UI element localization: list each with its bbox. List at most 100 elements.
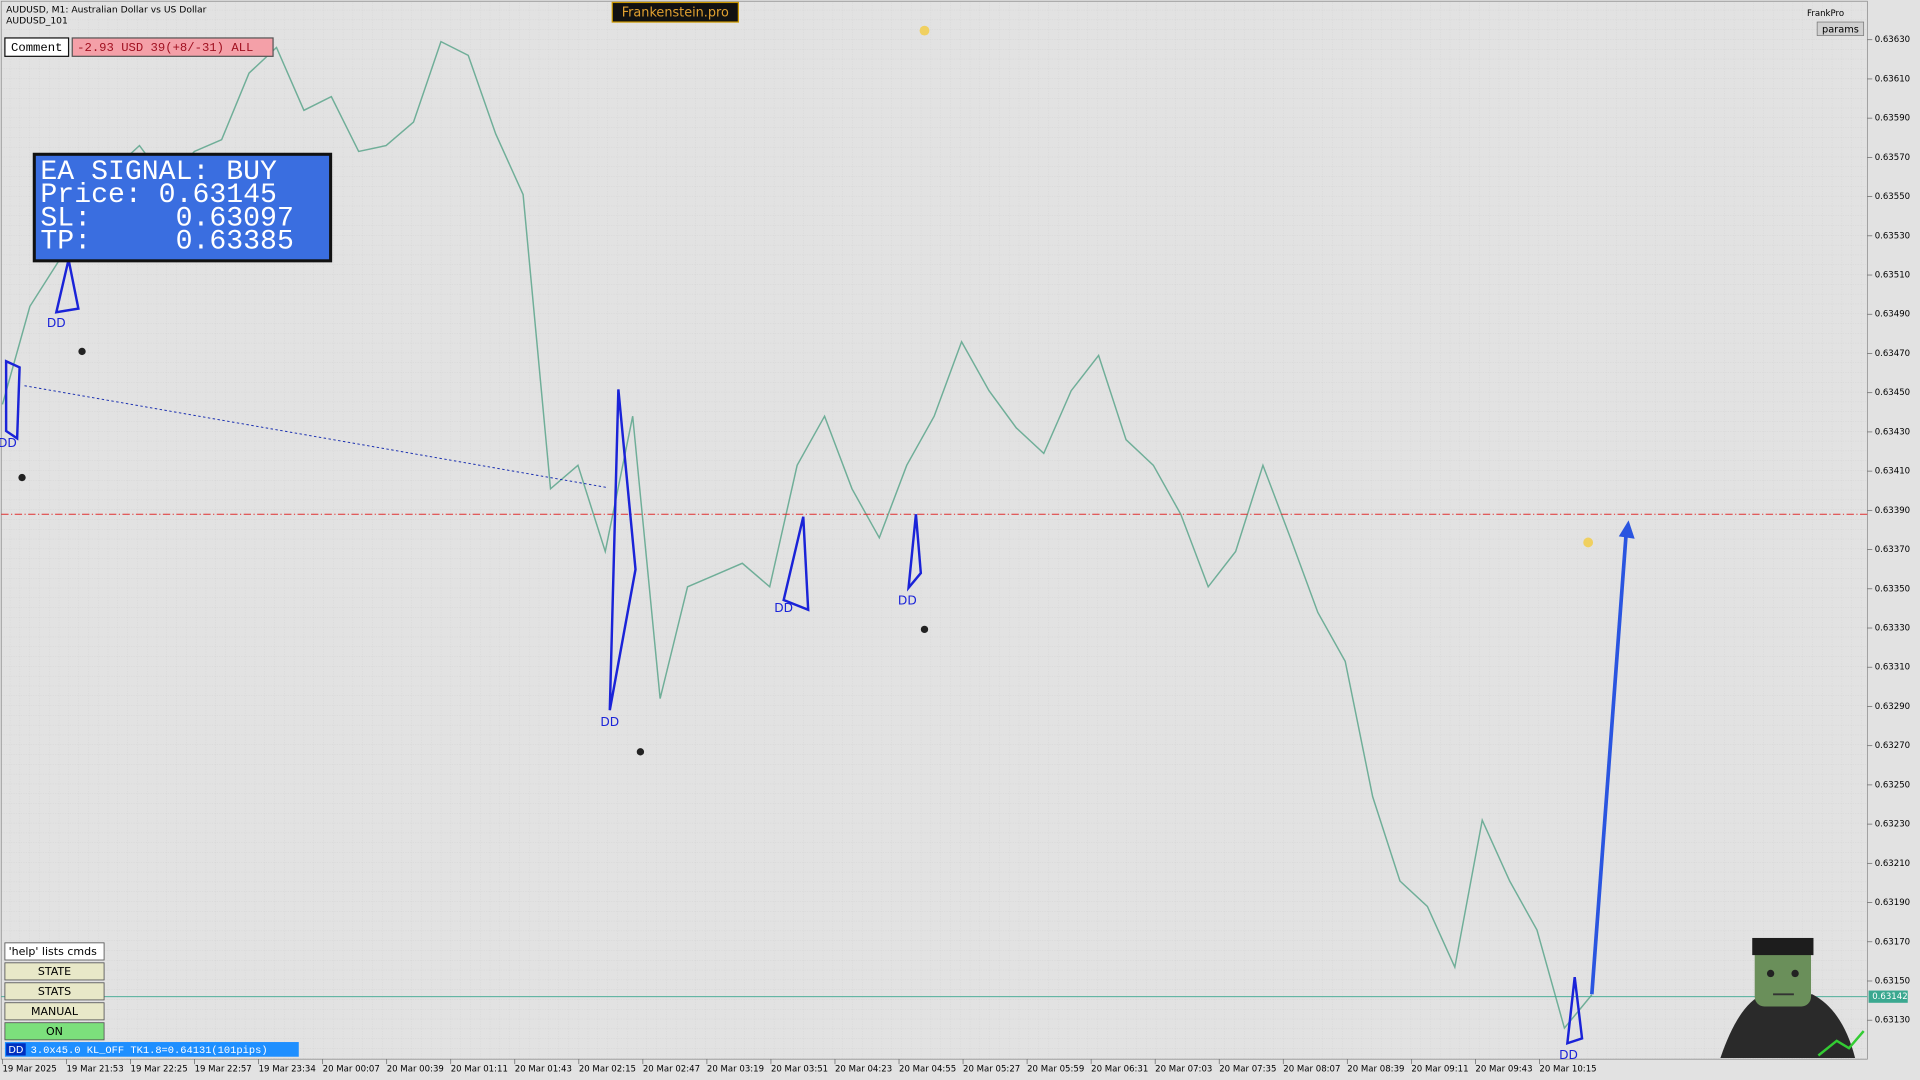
button[interactable]	[4, 1022, 105, 1041]
signal-line: Price: 0.63145	[40, 180, 277, 211]
x-tick-label: 19 Mar 22:57	[195, 1064, 252, 1074]
button-label[interactable]: STATE	[38, 965, 71, 978]
brand-box	[611, 1, 739, 23]
ea-name: AUDUSD_101	[6, 15, 68, 26]
x-tick-label: 20 Mar 06:31	[1091, 1064, 1148, 1074]
y-tick-label: 0.63430	[1875, 427, 1910, 437]
params-box[interactable]	[1816, 21, 1865, 36]
y-tick-label: 0.63490	[1875, 310, 1910, 320]
y-tick-label: 0.63470	[1875, 349, 1910, 359]
x-tick-label: 20 Mar 00:07	[323, 1064, 380, 1074]
y-tick-label: 0.63170	[1875, 937, 1910, 947]
y-tick-label: 0.63150	[1875, 976, 1910, 986]
signal-line: TP: 0.63385	[40, 227, 293, 258]
comment-value-box	[71, 37, 274, 57]
dd-label: DD	[600, 715, 619, 729]
button-label[interactable]: ON	[46, 1025, 63, 1038]
x-tick-label: 20 Mar 03:51	[771, 1064, 828, 1074]
y-tick-label: 0.63550	[1875, 192, 1910, 202]
arrow-head	[1618, 520, 1635, 539]
x-tick-label: 20 Mar 03:19	[707, 1064, 764, 1074]
y-tick-label: 0.63370	[1875, 545, 1910, 555]
x-tick-label: 20 Mar 05:27	[963, 1064, 1020, 1074]
x-tick-label: 19 Mar 21:53	[66, 1064, 123, 1074]
x-tick-label: 20 Mar 08:07	[1283, 1064, 1340, 1074]
bid-tag	[1868, 990, 1908, 1003]
signal-panel	[32, 152, 333, 263]
y-tick-label: 0.63610	[1875, 74, 1910, 84]
x-tick-label: 20 Mar 10:15	[1539, 1064, 1596, 1074]
y-tick-label: 0.63390	[1875, 506, 1910, 516]
target-arrow	[1590, 533, 1628, 995]
signal-line: SL: 0.63097	[40, 203, 293, 234]
dd-shapes	[4, 259, 1584, 1046]
buttons: 'help' lists cmds STATE STATS MANUAL ON	[4, 942, 105, 1041]
x-tick-label: 20 Mar 07:03	[1155, 1064, 1212, 1074]
dd-label: DD	[1559, 1048, 1578, 1062]
y-tick-label: 0.63230	[1875, 820, 1910, 830]
trend-line	[24, 385, 607, 488]
button[interactable]	[4, 942, 105, 961]
x-tick-label: 19 Mar 22:25	[131, 1064, 188, 1074]
comment-box	[4, 37, 70, 57]
y-tick-label: 0.63270	[1875, 741, 1910, 751]
brand: Frankenstein.pro	[622, 5, 729, 20]
chart: 0.63630 0.63610 0.63590 0.63570 0.63550 0.635…	[0, 35, 1910, 1074]
x-tick-label: 20 Mar 09:11	[1411, 1064, 1468, 1074]
dd-label: DD	[898, 594, 917, 608]
symbol: AUDUSD, M1: Australian Dollar vs US Doll…	[6, 4, 207, 15]
x-tick-label: 20 Mar 04:55	[899, 1064, 956, 1074]
signal-line: EA SIGNAL: BUY	[40, 157, 277, 188]
button[interactable]	[4, 962, 105, 981]
x-tick-label: 20 Mar 07:35	[1219, 1064, 1276, 1074]
button[interactable]	[4, 982, 105, 1001]
x-tick-label: 19 Mar 2025	[2, 1064, 56, 1074]
y-tick-label: 0.63130	[1875, 1016, 1910, 1026]
x-tick-label: 20 Mar 04:23	[835, 1064, 892, 1074]
dd-label: DD	[47, 316, 66, 330]
y-tick-label: 0.63310	[1875, 663, 1910, 673]
y-tick-label: 0.63350	[1875, 584, 1910, 594]
avatar	[1720, 937, 1865, 1058]
y-tick-label: 0.63590	[1875, 114, 1910, 124]
x-tick-label: 19 Mar 23:34	[259, 1064, 316, 1074]
y-tick-label: 0.63410	[1875, 467, 1910, 477]
x-tick-label: 20 Mar 02:47	[643, 1064, 700, 1074]
button-label[interactable]: 'help' lists cmds	[9, 945, 98, 958]
params[interactable]: params	[1822, 24, 1859, 35]
comment-value: -2.93 USD 39(+8/-31) ALL	[77, 41, 253, 55]
sun-icons	[919, 25, 1594, 548]
dd-label: DD	[0, 436, 17, 450]
dd-label: DD	[774, 601, 793, 615]
y-tick-label: 0.63210	[1875, 859, 1910, 869]
y-tick-label: 0.63510	[1875, 271, 1910, 281]
y-tick-label: 0.63530	[1875, 231, 1910, 241]
x-tick-label: 20 Mar 09:43	[1475, 1064, 1532, 1074]
x-tick-label: 20 Mar 08:39	[1347, 1064, 1404, 1074]
y-tick-label: 0.63570	[1875, 153, 1910, 163]
button-label[interactable]: STATS	[38, 985, 71, 998]
button[interactable]	[4, 1002, 105, 1021]
y-tick-label: 0.63190	[1875, 898, 1910, 908]
bid-label: 0.63142	[1872, 992, 1907, 1002]
x-tick-label: 20 Mar 01:43	[515, 1064, 572, 1074]
x-tick-label: 20 Mar 02:15	[579, 1064, 636, 1074]
status-bar	[4, 1042, 299, 1057]
y-tick-label: 0.63330	[1875, 624, 1910, 634]
comment-label: Comment	[11, 41, 62, 55]
y-tick-label: 0.63290	[1875, 702, 1910, 712]
y-tick-label: 0.63450	[1875, 388, 1910, 398]
status-tag: DD	[8, 1045, 23, 1056]
button-label[interactable]: MANUAL	[31, 1005, 79, 1018]
user: FrankPro	[1807, 9, 1844, 19]
skull-icons	[18, 347, 929, 756]
y-tick-label: 0.63630	[1875, 35, 1910, 45]
status-tag-box	[6, 1043, 26, 1056]
x-tick-label: 20 Mar 05:59	[1027, 1064, 1084, 1074]
x-tick-label: 20 Mar 01:11	[451, 1064, 508, 1074]
status-text: 3.0x45.0 KL_OFF TK1.8=0.64131(101pips)	[31, 1045, 268, 1057]
y-tick-label: 0.63250	[1875, 780, 1910, 790]
